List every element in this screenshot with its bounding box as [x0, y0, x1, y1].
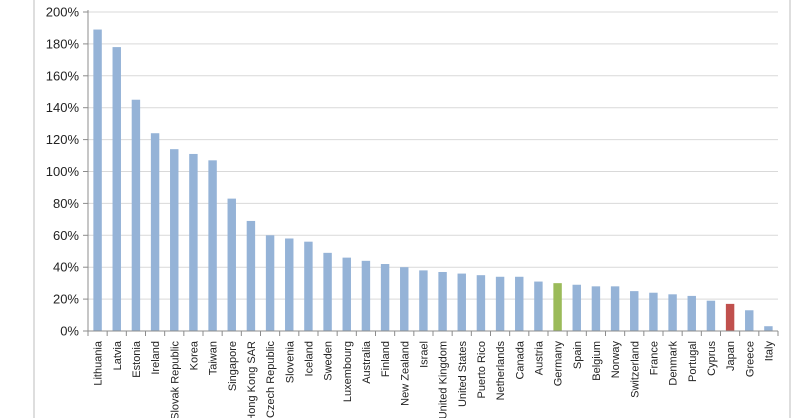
x-tick-label: Greece: [744, 341, 756, 377]
bar-ireland: [150, 133, 160, 331]
x-tick-label: Cyprus: [706, 341, 718, 376]
bar-cyprus: [706, 300, 716, 331]
bar-australia: [361, 260, 371, 331]
x-tick-label: Sweden: [323, 341, 335, 381]
y-tick-label: 40%: [53, 260, 79, 275]
bar-denmark: [668, 294, 677, 331]
y-tick-label: 200%: [46, 5, 80, 20]
y-tick-label: 160%: [46, 68, 80, 83]
x-tick-label: Denmark: [668, 341, 680, 386]
y-tick-label: 80%: [53, 196, 79, 211]
bar-spain: [572, 284, 581, 331]
x-tick-label: Taiwan: [208, 341, 220, 375]
x-tick-label: Germany: [553, 341, 565, 387]
x-tick-label: United Kingdom: [438, 341, 450, 418]
x-tick-label: Austria: [533, 340, 545, 375]
x-tick-label: Israel: [418, 341, 430, 368]
x-tick-label: Lithuania: [93, 340, 105, 386]
bar-canada: [515, 276, 524, 331]
x-tick-label: Norway: [610, 341, 622, 379]
bar-iceland: [304, 241, 313, 331]
x-tick-label: Estonia: [131, 340, 143, 378]
bars: [93, 29, 773, 332]
bar-singapore: [227, 198, 236, 331]
x-tick-label: Korea: [188, 340, 200, 370]
x-tick-label: United States: [457, 341, 469, 408]
y-tick-label: 60%: [53, 228, 79, 243]
x-tick-label: Slovak Republic: [169, 341, 181, 418]
bar-japan: [725, 303, 735, 331]
x-tick-label: Puerto Rico: [476, 341, 488, 398]
y-tick-label: 140%: [46, 100, 80, 115]
y-tick-label: 120%: [46, 132, 80, 147]
y-tick-label: 180%: [46, 36, 80, 51]
y-tick-label: 20%: [53, 292, 79, 307]
bar-norway: [610, 286, 620, 331]
bar-czech-republic: [265, 235, 275, 331]
x-tick-label: Italy: [763, 341, 775, 362]
x-tick-label: Luxembourg: [342, 341, 354, 402]
bar-belgium: [591, 286, 601, 331]
x-tick-label: New Zealand: [399, 341, 411, 406]
bar-netherlands: [495, 276, 505, 331]
bar-united-kingdom: [438, 271, 447, 331]
bar-hong-kong-sar: [246, 220, 256, 331]
x-tick-label: Latvia: [112, 340, 124, 370]
x-tick-label: Iceland: [303, 341, 315, 376]
bar-slovak-republic: [170, 149, 179, 331]
bar-austria: [534, 281, 543, 331]
y-tick-label: 0%: [60, 324, 79, 339]
bar-taiwan: [208, 160, 217, 331]
bar-puerto-rico: [476, 275, 486, 331]
x-tick-label: Portugal: [687, 341, 699, 382]
bar-israel: [419, 270, 428, 331]
x-tick-label: Canada: [514, 340, 526, 379]
x-tick-label: Slovenia: [284, 340, 296, 383]
gridlines: [88, 11, 778, 300]
bar-finland: [380, 264, 390, 331]
bar-germany: [553, 283, 562, 331]
x-tick-label: Ireland: [150, 341, 162, 375]
x-tick-label: Netherlands: [495, 341, 507, 401]
bar-portugal: [687, 295, 696, 331]
x-tick-label: Hong Kong SAR: [246, 341, 258, 418]
bar-slovenia: [285, 238, 294, 331]
bar-united-states: [457, 273, 466, 331]
bar-france: [649, 292, 658, 331]
bar-italy: [764, 326, 773, 331]
bar-sweden: [323, 252, 332, 331]
y-axis-ticks: 0% 20% 40% 60% 80% 100% 120% 140% 160% 180% 200%: [46, 5, 88, 339]
x-tick-label: Japan: [725, 341, 737, 371]
bar-estonia: [131, 99, 141, 331]
x-tick-label: Finland: [380, 341, 392, 377]
x-axis-labels: Lithuania Latvia Estonia Ireland Slovak Repu…: [87, 331, 779, 418]
bar-korea: [189, 153, 198, 331]
x-tick-label: Spain: [572, 341, 584, 369]
x-tick-label: Switzerland: [629, 341, 641, 398]
x-tick-label: France: [648, 341, 660, 375]
bar-new-zealand: [400, 267, 409, 331]
x-tick-label: Czech Republic: [265, 341, 277, 418]
x-tick-label: Belgium: [591, 341, 603, 381]
bar-luxembourg: [342, 257, 351, 331]
x-tick-label: Australia: [361, 340, 373, 384]
bar-switzerland: [630, 291, 639, 331]
bar-lithuania: [93, 29, 102, 331]
x-tick-label: Singapore: [227, 341, 239, 391]
bar-latvia: [112, 47, 121, 332]
y-tick-label: 100%: [46, 164, 80, 179]
bar-greece: [745, 310, 754, 331]
